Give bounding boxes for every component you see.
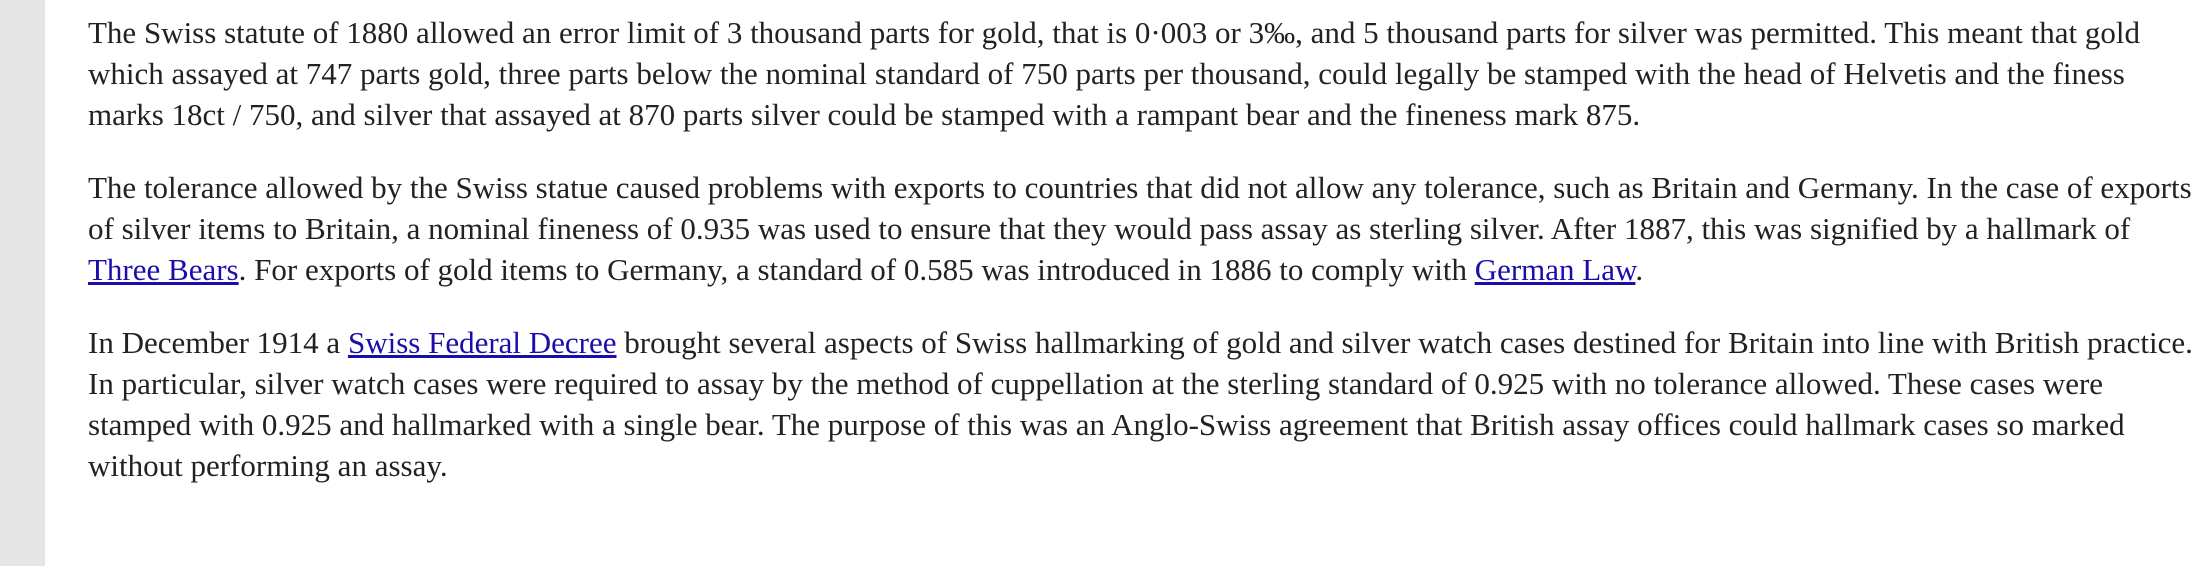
paragraph-text: brought several aspects of Swiss hallmar… (88, 325, 2193, 483)
paragraph-text: . For exports of gold items to Germany, … (238, 252, 1475, 287)
paragraph-text: . (1635, 252, 1644, 287)
paragraph-tolerance: The tolerance allowed by the Swiss statu… (88, 167, 2200, 290)
link-german-law[interactable]: German Law (1474, 252, 1636, 287)
paragraph-swiss-statute: The Swiss statute of 1880 allowed an err… (88, 12, 2200, 135)
left-sidebar (0, 0, 45, 566)
paragraph-text: In December 1914 a (88, 325, 348, 360)
paragraph-federal-decree: In December 1914 a Swiss Federal Decree … (88, 322, 2200, 486)
link-swiss-federal-decree[interactable]: Swiss Federal Decree (347, 325, 617, 360)
paragraph-text: The Swiss statute of 1880 allowed an err… (88, 15, 2140, 132)
link-three-bears[interactable]: Three Bears (88, 252, 239, 287)
article-content: The Swiss statute of 1880 allowed an err… (88, 12, 2200, 518)
paragraph-text: The tolerance allowed by the Swiss statu… (88, 170, 2192, 246)
